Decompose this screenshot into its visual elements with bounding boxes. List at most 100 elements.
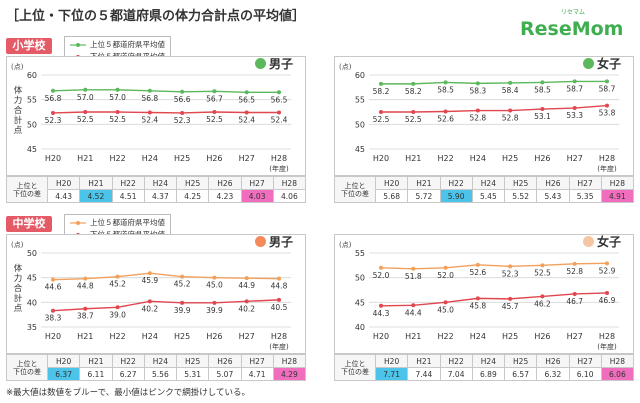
data-label: 52.4	[271, 115, 288, 124]
data-label: 45.8	[470, 301, 487, 310]
data-label: 45.0	[437, 305, 454, 314]
data-point	[508, 264, 513, 269]
table-diff-cell: 4.37	[143, 189, 178, 203]
data-label: 53.8	[599, 109, 616, 118]
gender-dot-icon	[254, 58, 266, 69]
x-tick-label: H26	[534, 154, 550, 163]
y-tick-label: 55	[355, 249, 365, 258]
data-label: 58.5	[534, 85, 551, 94]
table-diff-cell: 4.91	[600, 189, 635, 203]
table-year-cell: H22	[439, 176, 473, 190]
y-tick-label: 50	[355, 120, 365, 129]
data-label: 44.9	[238, 281, 255, 290]
series-line-top	[52, 272, 280, 281]
y-tick-label: 55	[27, 96, 37, 105]
table-year-cell: H26	[536, 354, 570, 368]
data-label: 38.3	[45, 314, 62, 323]
diff-row-label: 上位と 下位の差	[6, 354, 48, 381]
data-label: 53.1	[534, 112, 551, 121]
x-tick-label: H21	[77, 332, 93, 341]
data-label: 52.4	[142, 115, 159, 124]
data-point	[443, 80, 448, 85]
x-tick-label: H25	[502, 332, 518, 341]
data-label: 52.5	[405, 115, 422, 124]
data-point	[51, 308, 55, 313]
table-row-diff: 7.71 7.44 7.04 6.89 6.57 6.32 6.10 6.06	[335, 367, 635, 381]
table-year-cell: H27	[568, 176, 602, 190]
data-label: 39.9	[174, 306, 191, 315]
x-tick-label: H24	[470, 154, 486, 163]
data-label: 58.7	[566, 84, 583, 93]
table-diff-cell: 4.06	[272, 189, 307, 203]
table-year-cell: H27	[240, 176, 274, 190]
data-point	[411, 81, 416, 86]
data-label: 52.5	[534, 268, 551, 277]
data-point	[475, 108, 480, 113]
data-label: 46.2	[534, 299, 551, 308]
line-chart: (点) 45 50 55 60 H20 H21 H22 H24 H25 H26 H27 H28(年度) 5…	[339, 63, 619, 173]
data-point	[212, 275, 217, 280]
table-diff-cell: 5.72	[407, 189, 441, 203]
x-tick-label: H28	[599, 332, 615, 341]
x-unit-label: (年度)	[597, 164, 617, 173]
data-label: 46.7	[566, 297, 583, 306]
table-year-cell: H28	[600, 176, 635, 190]
y-axis-label-char: 合	[14, 105, 23, 116]
x-tick-label: H21	[77, 154, 93, 163]
table-row-years: 上位と 下位の差 H20 H21 H22 H24 H25 H26 H27 H28	[334, 354, 635, 381]
table-diff-cell: 7.71	[374, 367, 409, 381]
x-unit-label: (年度)	[269, 342, 289, 351]
table-year-cell: H20	[46, 176, 81, 190]
x-unit-label: (年度)	[597, 342, 617, 351]
table-year-cell: H25	[175, 354, 210, 368]
data-point	[443, 300, 448, 305]
y-unit-label: (点)	[339, 63, 352, 71]
chart-panel-elementary-female: (点) 45 50 55 60 H20 H21 H22 H24 H25 H26 H27 H28 (年度) 5…	[334, 56, 634, 176]
data-point	[115, 87, 120, 92]
data-label: 58.7	[599, 84, 616, 93]
table-diff-cell: 5.68	[374, 189, 409, 203]
logo-ruby: リセマム	[561, 9, 585, 16]
data-label: 52.5	[109, 115, 126, 124]
y-axis-label-char: 体	[14, 263, 23, 274]
table-row-years: 上位と 下位の差 H20 H21 H22 H24 H25 H26 H27 H28	[6, 176, 307, 203]
gender-label: 女子	[582, 55, 621, 72]
data-label: 45.7	[502, 302, 519, 311]
resemom-logo[interactable]: リセマム ReseMom	[518, 5, 628, 45]
data-point	[212, 110, 217, 114]
gender-text: 女子	[596, 57, 621, 71]
y-axis-label-char: 力	[14, 273, 23, 284]
series-line-bottom	[52, 111, 279, 114]
data-point	[180, 89, 185, 94]
x-tick-label: H24	[470, 332, 486, 341]
y-axis-label-char: 点	[14, 126, 23, 136]
difference-table: 上位と 下位の差 H20 H21 H22 H24 H25 H26 H27 H28 7.71 7.44 7…	[334, 354, 635, 381]
table-year-cell: H28	[272, 176, 307, 190]
gender-label: 男子	[254, 233, 293, 250]
y-axis-label-char: 合	[14, 283, 23, 294]
difference-table: 上位と 下位の差 H20 H21 H22 H24 H25 H26 H27 H28 4.43 4.52 4…	[6, 176, 307, 203]
data-point	[147, 110, 152, 115]
series-line-bottom	[52, 299, 280, 312]
x-tick-label: H27	[567, 154, 583, 163]
y-tick-label: 40	[27, 298, 37, 307]
table-row-years: 上位と 下位の差 H20 H21 H22 H24 H25 H26 H27 H28	[6, 354, 307, 381]
y-axis-label-char: 計	[14, 293, 23, 304]
data-point	[540, 107, 545, 112]
x-tick-label: H20	[373, 154, 389, 163]
y-tick-label: 60	[27, 71, 37, 80]
data-label: 57.0	[109, 93, 126, 102]
table-diff-cell: 6.32	[536, 367, 570, 381]
data-label: 52.5	[373, 115, 390, 124]
data-point	[540, 294, 545, 299]
legend-swatch-top	[70, 43, 86, 47]
data-label: 58.2	[405, 87, 422, 96]
x-tick-label: H26	[206, 154, 222, 163]
table-diff-cell: 5.52	[503, 189, 538, 203]
y-tick-label: 50	[27, 249, 37, 258]
table-diff-cell: 5.56	[143, 367, 178, 381]
table-year-cell: H24	[471, 176, 506, 190]
x-tick-label: H26	[206, 332, 222, 341]
table-year-cell: H24	[471, 354, 506, 368]
data-label: 52.3	[174, 116, 191, 125]
